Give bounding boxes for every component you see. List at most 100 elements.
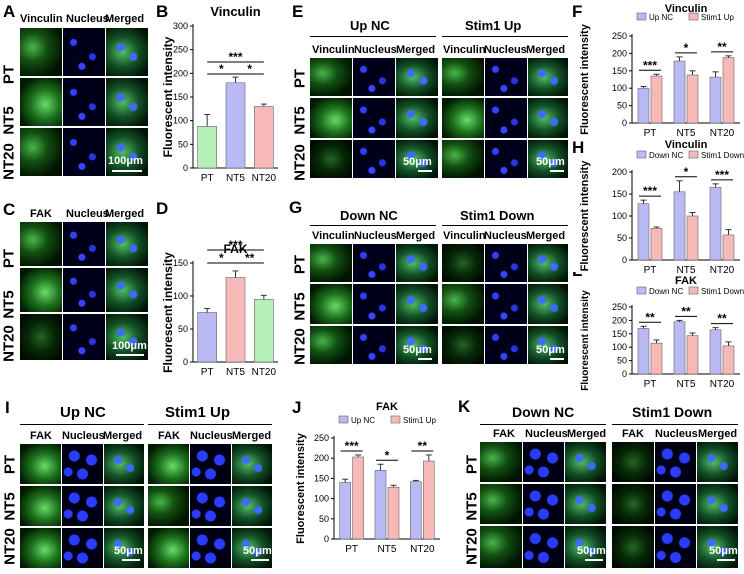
y-tick-label: 250: [314, 433, 329, 443]
header-vinculin: Vinculin: [312, 230, 355, 242]
micrograph: [485, 58, 527, 96]
row-label-nt5: NT5: [0, 106, 18, 135]
significance-label: **: [645, 310, 655, 324]
bar: [709, 187, 722, 261]
y-tick-label: 200: [612, 48, 627, 58]
y-tick-label: 150: [612, 66, 627, 76]
panel-label-e: E: [292, 2, 304, 21]
y-tick-label: 250: [173, 45, 188, 55]
header-fak: FAK: [158, 430, 180, 442]
row-label-nt5: NT5: [463, 492, 481, 521]
micrograph: [528, 58, 568, 96]
legend-swatch: [636, 286, 647, 295]
legend-label: Down NC: [649, 287, 683, 296]
micrograph: [62, 486, 103, 526]
significance-label: **: [245, 251, 255, 265]
scale-bar: [251, 559, 269, 561]
chart-f: F Vinculin Fluorescent intensity 0 50 100 150 2…: [572, 2, 740, 138]
micrograph: [697, 442, 738, 482]
micrograph: [310, 326, 352, 364]
header-merged: Merged: [567, 428, 607, 440]
panel-label: H: [572, 138, 584, 157]
micrograph: [190, 486, 231, 526]
micrograph: [480, 484, 522, 524]
bar: [650, 228, 663, 261]
header-merged: Merged: [105, 13, 145, 25]
group-label-up-nc: Up NC: [350, 18, 390, 33]
header-vinculin: Vinculin: [20, 13, 63, 25]
x-tick-label: NT5: [226, 173, 245, 184]
legend-swatch: [688, 286, 699, 295]
micrograph: [63, 314, 105, 360]
x-tick-label: NT20: [710, 265, 735, 276]
scale-bar: [550, 358, 564, 360]
bar: [225, 277, 246, 363]
bar: [374, 470, 387, 540]
bar: [637, 87, 650, 124]
bar: [339, 482, 351, 540]
y-tick-label: 250: [612, 302, 627, 312]
scale-bar: [116, 354, 144, 356]
micrograph: [148, 528, 189, 568]
micrograph: [353, 244, 395, 282]
micrograph: [565, 484, 606, 524]
micrograph: [106, 78, 148, 126]
scale-bar-label: 100μm: [108, 155, 143, 167]
group-underline: [442, 225, 568, 226]
bar: [225, 82, 246, 169]
group-label-stim1-down: Stim1 Down: [460, 208, 535, 223]
row-label-pt: PT: [0, 64, 18, 85]
header-fak: FAK: [493, 428, 515, 440]
micrograph: [480, 526, 522, 568]
chart-j: J FAK Fluorescent intensity 0 50 100 150 200 250…: [292, 398, 440, 555]
micrograph: [106, 128, 148, 176]
micrograph: [232, 486, 272, 526]
chart-title: Vinculin: [665, 139, 708, 151]
micrograph: [442, 58, 484, 96]
micrograph: [396, 98, 438, 138]
header-nucleus: Nucleus: [354, 230, 397, 242]
micrograph: [480, 442, 522, 482]
y-tick-label: 0: [324, 534, 329, 544]
micrograph: [485, 244, 527, 282]
micrograph: [396, 284, 438, 324]
bar: [197, 126, 217, 169]
micrograph: [396, 244, 438, 282]
group-label-down-nc: Down NC: [512, 404, 575, 420]
panel-label-k: K: [458, 397, 471, 416]
scale-bar-label: 50μm: [536, 156, 565, 168]
micrograph: [528, 326, 568, 364]
bar: [722, 57, 735, 124]
group-label-up-nc: Up NC: [60, 404, 106, 421]
y-tick-label: 50: [617, 233, 627, 243]
chart-title: FAK: [224, 242, 248, 256]
group-underline: [480, 424, 606, 425]
micrograph: [232, 444, 272, 484]
row-label-pt: PT: [1, 454, 19, 475]
y-tick-label: 200: [612, 167, 627, 177]
y-tick-label: 150: [173, 258, 188, 268]
micrograph: [565, 526, 606, 568]
y-axis-label: Fluorescent intensity: [580, 290, 591, 391]
micrograph: [528, 284, 568, 324]
header-nucleus: Nucleus: [66, 208, 109, 220]
scale-bar: [585, 559, 603, 561]
y-tick-label: 50: [617, 101, 627, 111]
scale-bar: [418, 358, 432, 360]
micrograph: [310, 98, 352, 138]
panel-label: J: [292, 398, 301, 417]
micrograph: [655, 526, 696, 568]
significance-label: *: [219, 251, 224, 265]
header-vinculin: Vinculin: [443, 44, 486, 56]
bar: [722, 345, 735, 375]
header-vinculin: Vinculin: [312, 44, 355, 56]
micrograph: [63, 268, 105, 312]
header-nucleus: Nucleus: [484, 44, 527, 56]
scale-bar: [122, 559, 140, 561]
x-tick-label: PT: [345, 544, 358, 555]
y-tick-label: 100: [612, 211, 627, 221]
bar: [637, 328, 650, 375]
micrograph: [612, 442, 654, 482]
bar: [686, 335, 699, 375]
y-tick-label: 0: [183, 357, 188, 367]
